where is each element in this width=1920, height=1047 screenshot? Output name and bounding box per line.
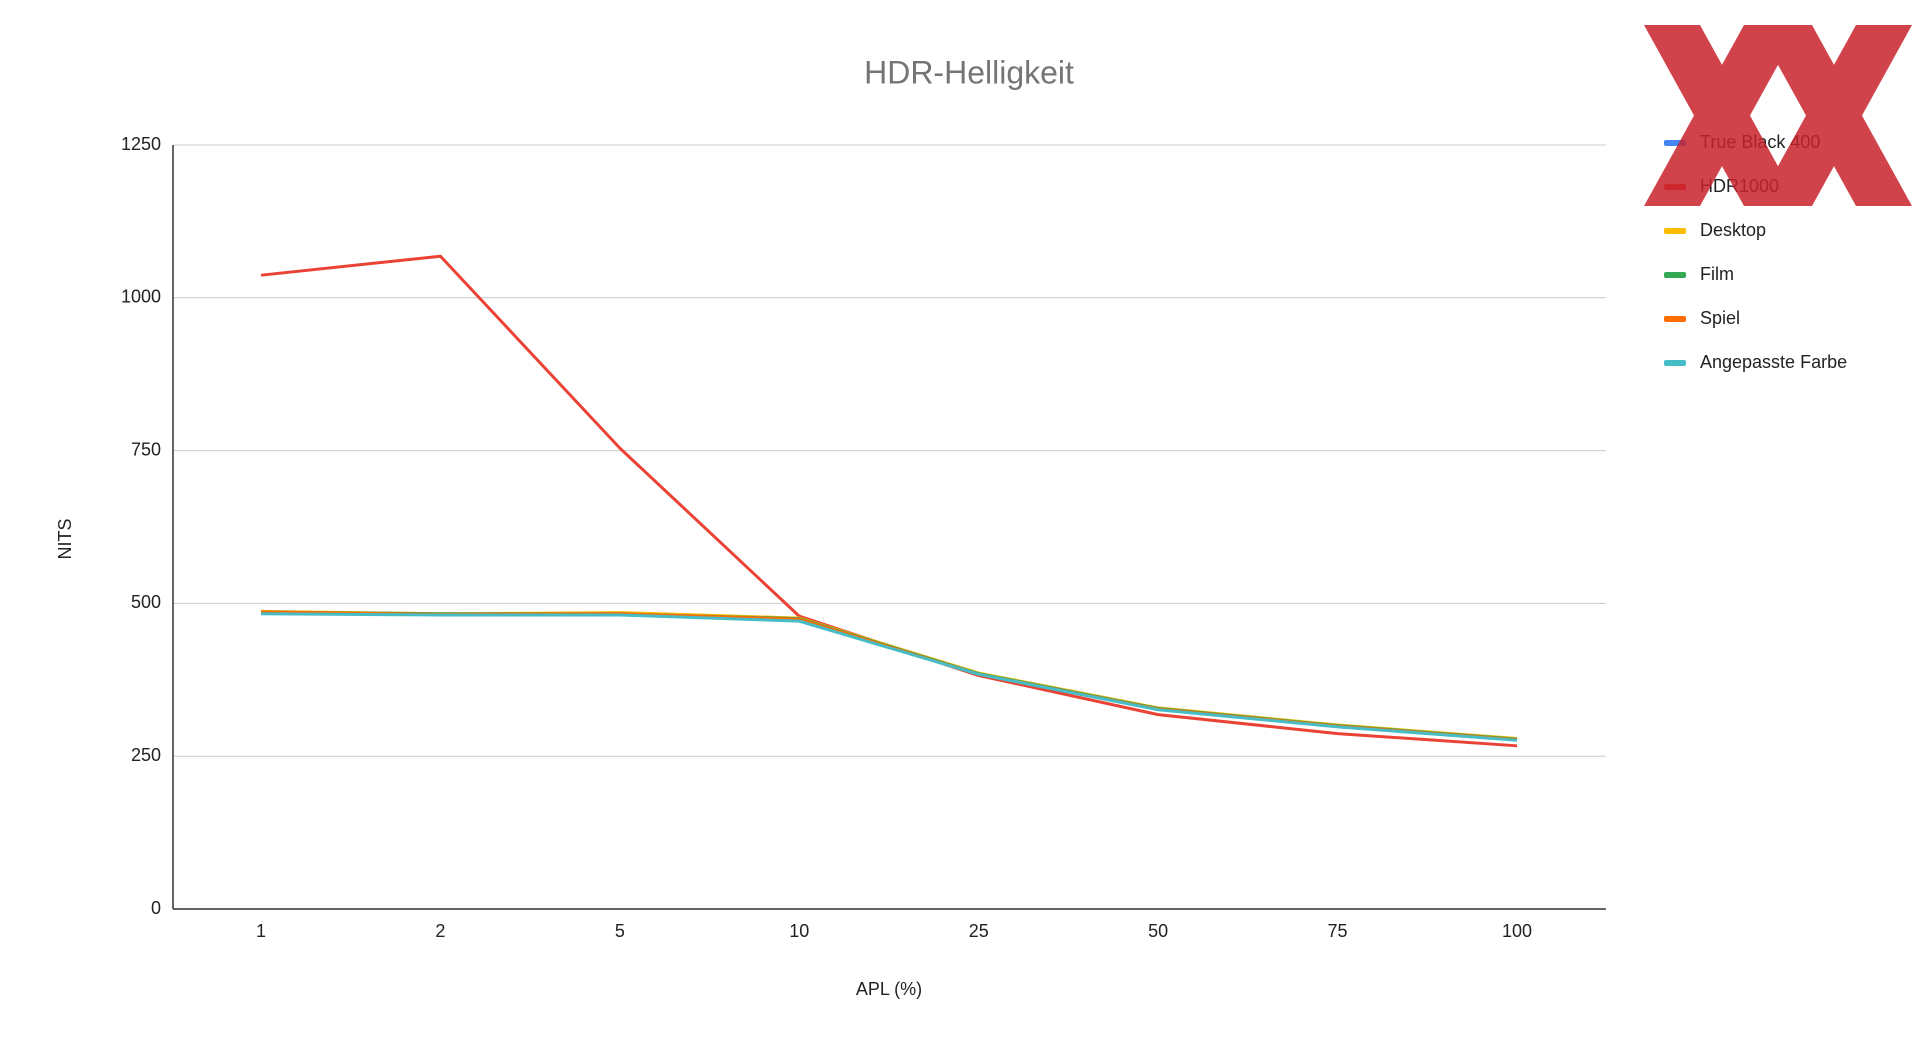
y-axis-title: NITS xyxy=(55,518,75,559)
legend-swatch xyxy=(1664,228,1686,234)
legend-swatch xyxy=(1664,272,1686,278)
legend-swatch xyxy=(1664,360,1686,366)
x-axis-title: APL (%) xyxy=(856,979,922,999)
legend-label: Angepasste Farbe xyxy=(1700,352,1847,372)
x-tick-label: 10 xyxy=(789,921,809,941)
y-tick-label: 1250 xyxy=(121,134,161,154)
x-tick-label: 100 xyxy=(1502,921,1532,941)
y-tick-label: 1000 xyxy=(121,287,161,307)
legend-label: Desktop xyxy=(1700,220,1766,240)
x-tick-label: 1 xyxy=(256,921,266,941)
logo xyxy=(1644,25,1912,206)
y-tick-label: 250 xyxy=(131,745,161,765)
y-tick-label: 500 xyxy=(131,592,161,612)
chart-title: HDR-Helligkeit xyxy=(864,54,1074,90)
y-tick-label: 0 xyxy=(151,898,161,918)
x-tick-label: 25 xyxy=(969,921,989,941)
x-tick-label: 50 xyxy=(1148,921,1168,941)
legend-swatch xyxy=(1664,316,1686,322)
x-tick-label: 75 xyxy=(1328,921,1348,941)
legend-label: Spiel xyxy=(1700,308,1740,328)
x-tick-label: 2 xyxy=(435,921,445,941)
x-tick-label: 5 xyxy=(615,921,625,941)
legend-label: Film xyxy=(1700,264,1734,284)
series-line xyxy=(260,612,1518,742)
y-tick-label: 750 xyxy=(131,439,161,459)
